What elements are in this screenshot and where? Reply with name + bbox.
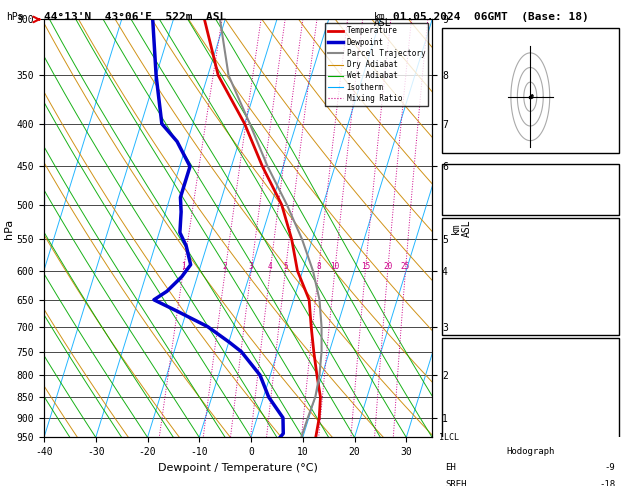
- Legend: Temperature, Dewpoint, Parcel Trajectory, Dry Adiabat, Wet Adiabat, Isotherm, Mi: Temperature, Dewpoint, Parcel Trajectory…: [325, 23, 428, 106]
- Text: 302: 302: [599, 273, 615, 282]
- Text: EH: EH: [445, 463, 456, 472]
- Text: 5.6: 5.6: [599, 257, 615, 265]
- Text: 2: 2: [223, 262, 228, 271]
- Text: 950: 950: [599, 360, 615, 369]
- Text: 20: 20: [383, 262, 392, 271]
- Text: 44°13'N  43°06'E  522m  ASL: 44°13'N 43°06'E 522m ASL: [44, 12, 226, 22]
- Text: θe (K): θe (K): [445, 377, 477, 385]
- Text: 0: 0: [610, 323, 615, 332]
- Text: 4: 4: [610, 393, 615, 402]
- FancyBboxPatch shape: [442, 28, 619, 153]
- Text: CIN (J): CIN (J): [445, 323, 483, 332]
- Text: -4: -4: [604, 170, 615, 179]
- Text: 0.88: 0.88: [594, 204, 615, 212]
- Text: Pressure (mb): Pressure (mb): [445, 360, 515, 369]
- Text: 8: 8: [316, 262, 321, 271]
- Text: 1: 1: [181, 262, 186, 271]
- Y-axis label: hPa: hPa: [4, 218, 14, 239]
- Text: 25: 25: [401, 262, 410, 271]
- FancyBboxPatch shape: [442, 441, 619, 486]
- Y-axis label: km
ASL: km ASL: [450, 220, 472, 237]
- Text: Surface: Surface: [511, 224, 549, 232]
- Text: CAPE (J): CAPE (J): [445, 307, 488, 316]
- Text: Most Unstable: Most Unstable: [496, 343, 565, 352]
- FancyBboxPatch shape: [442, 164, 619, 215]
- Text: Totals Totals: Totals Totals: [445, 187, 515, 196]
- Text: 3: 3: [249, 262, 253, 271]
- Text: 0: 0: [610, 307, 615, 316]
- Text: Lifted Index: Lifted Index: [445, 290, 509, 299]
- Text: K: K: [445, 170, 450, 179]
- Text: 303: 303: [599, 377, 615, 385]
- FancyBboxPatch shape: [442, 218, 619, 335]
- Text: SREH: SREH: [445, 480, 467, 486]
- Text: 01.05.2024  06GMT  (Base: 18): 01.05.2024 06GMT (Base: 18): [393, 12, 589, 22]
- Text: 9.7: 9.7: [599, 240, 615, 249]
- Text: 4: 4: [268, 262, 272, 271]
- Text: CAPE (J): CAPE (J): [445, 410, 488, 419]
- Text: -9: -9: [604, 463, 615, 472]
- Text: Hodograph: Hodograph: [506, 447, 555, 455]
- Text: Temp (°C): Temp (°C): [445, 240, 494, 249]
- Text: θe(K): θe(K): [445, 273, 472, 282]
- Text: 45: 45: [604, 187, 615, 196]
- Text: km: km: [374, 12, 386, 22]
- Text: 5: 5: [283, 262, 287, 271]
- Text: kt: kt: [449, 30, 460, 39]
- Text: 0: 0: [610, 410, 615, 419]
- FancyBboxPatch shape: [442, 337, 619, 439]
- Text: hPa: hPa: [6, 12, 24, 22]
- Text: ASL: ASL: [374, 18, 392, 29]
- Text: CIN (J): CIN (J): [445, 427, 483, 435]
- Text: © weatheronline.co.uk: © weatheronline.co.uk: [478, 423, 583, 433]
- Text: 15: 15: [360, 262, 370, 271]
- Text: PW (cm): PW (cm): [445, 204, 483, 212]
- Text: 6: 6: [610, 290, 615, 299]
- Text: Lifted Index: Lifted Index: [445, 393, 509, 402]
- Text: Dewp (°C): Dewp (°C): [445, 257, 494, 265]
- Text: 10: 10: [330, 262, 340, 271]
- X-axis label: Dewpoint / Temperature (°C): Dewpoint / Temperature (°C): [158, 463, 318, 473]
- Text: 1LCL: 1LCL: [439, 433, 459, 442]
- Text: 0: 0: [610, 427, 615, 435]
- Text: -18: -18: [599, 480, 615, 486]
